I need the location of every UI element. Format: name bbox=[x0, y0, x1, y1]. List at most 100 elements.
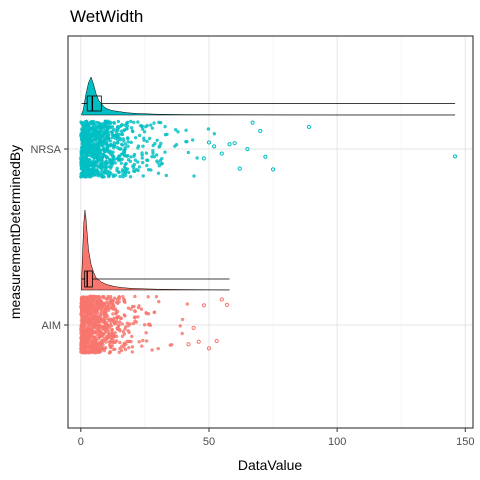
data-point bbox=[102, 149, 107, 154]
data-point bbox=[79, 158, 84, 163]
data-point bbox=[93, 330, 97, 335]
data-point bbox=[134, 320, 139, 324]
data-point bbox=[180, 317, 185, 322]
data-point bbox=[80, 127, 85, 131]
data-point bbox=[100, 347, 105, 351]
data-point bbox=[206, 140, 212, 145]
data-point bbox=[212, 132, 217, 136]
data-point bbox=[86, 144, 90, 148]
data-point bbox=[107, 164, 112, 169]
data-point bbox=[89, 133, 93, 137]
data-point bbox=[132, 152, 137, 157]
data-point bbox=[93, 350, 98, 354]
data-point bbox=[129, 140, 133, 145]
series-nrsa bbox=[79, 76, 458, 179]
data-point bbox=[173, 128, 178, 132]
data-point bbox=[119, 123, 123, 128]
plot-panel bbox=[68, 36, 473, 428]
x-tick-label: 0 bbox=[78, 436, 84, 448]
data-point bbox=[111, 173, 115, 177]
data-point bbox=[250, 120, 255, 125]
data-point bbox=[101, 320, 105, 324]
data-point bbox=[186, 150, 191, 155]
series-aim bbox=[79, 209, 230, 355]
data-point bbox=[124, 127, 129, 131]
data-point bbox=[119, 316, 123, 321]
data-point bbox=[123, 123, 127, 127]
data-point bbox=[163, 124, 167, 129]
data-point bbox=[88, 321, 93, 325]
data-point bbox=[86, 148, 91, 152]
data-point bbox=[206, 127, 211, 131]
data-point bbox=[219, 151, 224, 156]
data-point bbox=[122, 299, 126, 304]
axes: 0 50 100 150 NRSA AIM bbox=[30, 144, 474, 448]
y-axis-title: measurementDeterminedBy bbox=[7, 145, 23, 319]
data-point bbox=[90, 300, 95, 304]
data-point bbox=[118, 174, 122, 179]
data-point bbox=[152, 310, 157, 314]
data-point bbox=[89, 145, 93, 150]
data-point bbox=[159, 162, 164, 166]
data-point bbox=[180, 331, 184, 336]
data-point bbox=[101, 295, 106, 300]
data-point bbox=[107, 306, 112, 311]
boxplot-nrsa bbox=[81, 95, 456, 112]
data-point bbox=[127, 339, 131, 344]
data-point bbox=[152, 121, 156, 125]
data-point bbox=[99, 305, 103, 310]
data-point bbox=[126, 137, 130, 141]
data-point bbox=[149, 168, 153, 172]
data-point bbox=[96, 147, 100, 152]
data-point bbox=[140, 156, 144, 160]
data-point bbox=[120, 322, 124, 326]
data-point bbox=[84, 340, 89, 344]
data-point bbox=[81, 339, 85, 343]
data-point bbox=[127, 345, 131, 350]
data-point bbox=[85, 139, 89, 144]
data-point bbox=[195, 156, 199, 160]
data-point bbox=[90, 139, 95, 143]
data-point bbox=[126, 158, 131, 162]
data-point bbox=[92, 152, 97, 156]
data-point bbox=[116, 128, 120, 133]
data-point bbox=[111, 307, 115, 311]
data-point bbox=[114, 311, 118, 316]
data-point bbox=[116, 324, 121, 329]
data-point bbox=[91, 143, 96, 148]
x-tick-label: 100 bbox=[328, 436, 346, 448]
data-point bbox=[95, 303, 99, 307]
data-point bbox=[81, 152, 85, 156]
data-point bbox=[130, 345, 135, 349]
data-point bbox=[144, 151, 149, 155]
data-point bbox=[185, 302, 190, 306]
data-point bbox=[104, 310, 108, 315]
data-point bbox=[140, 124, 144, 128]
density-aim bbox=[81, 209, 230, 291]
data-point bbox=[140, 344, 144, 348]
data-point bbox=[147, 136, 152, 141]
data-point bbox=[136, 305, 141, 310]
data-point bbox=[79, 120, 83, 124]
data-point bbox=[154, 294, 159, 299]
data-point bbox=[124, 325, 128, 329]
data-point bbox=[163, 132, 168, 137]
data-point bbox=[129, 126, 134, 130]
data-point bbox=[176, 130, 180, 134]
data-point bbox=[118, 340, 122, 345]
data-point bbox=[130, 334, 134, 339]
data-point bbox=[92, 340, 97, 345]
data-point bbox=[190, 138, 195, 142]
data-point bbox=[115, 168, 119, 173]
data-point bbox=[126, 144, 130, 148]
data-point bbox=[105, 128, 109, 133]
data-point bbox=[102, 175, 106, 179]
data-point bbox=[81, 148, 86, 153]
data-point bbox=[87, 330, 92, 335]
data-point bbox=[114, 300, 119, 305]
data-point bbox=[87, 122, 91, 126]
data-point bbox=[120, 334, 125, 338]
grid-lines bbox=[68, 36, 473, 428]
data-point bbox=[90, 303, 95, 308]
data-point bbox=[118, 329, 122, 333]
